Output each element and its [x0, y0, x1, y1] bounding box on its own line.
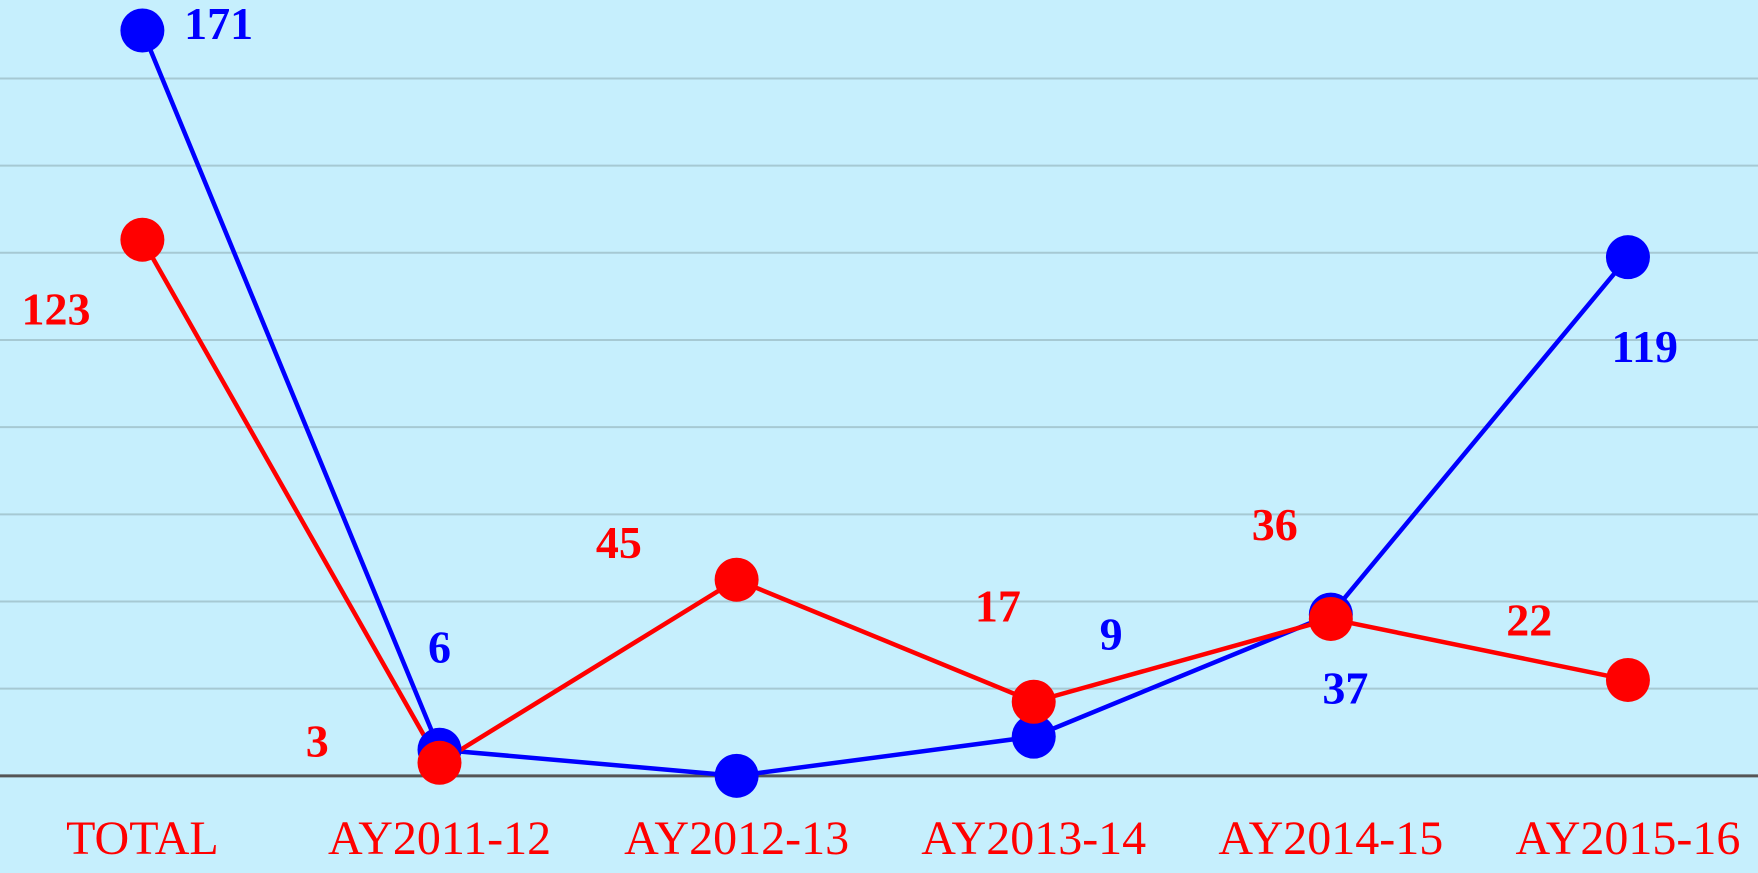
point — [1011, 714, 1056, 759]
data-label: 119 — [1612, 321, 1678, 372]
data-label: 22 — [1506, 595, 1552, 646]
data-label: 45 — [596, 517, 642, 568]
point — [120, 8, 165, 53]
point — [1308, 596, 1353, 641]
data-label: 17 — [975, 581, 1021, 632]
x-tick-label: AY2015-16 — [1515, 812, 1740, 865]
point — [120, 217, 165, 262]
data-label: 9 — [1100, 609, 1123, 660]
x-tick-label: AY2013-14 — [921, 812, 1146, 865]
point — [417, 740, 462, 785]
data-label: 37 — [1322, 663, 1368, 714]
series-line — [140, 29, 1630, 779]
point — [1011, 679, 1056, 724]
point — [714, 557, 759, 602]
data-label: 3 — [306, 716, 329, 767]
data-label: 6 — [428, 622, 451, 673]
data-label: 36 — [1252, 499, 1298, 550]
point — [714, 753, 759, 798]
x-tick-label: AY2014-15 — [1218, 812, 1443, 865]
x-tick-label: AY2012-13 — [624, 812, 849, 865]
data-label: 171 — [184, 0, 253, 49]
data-label: 123 — [22, 283, 91, 334]
series-line — [140, 238, 1629, 766]
x-tick-label: TOTAL — [66, 812, 219, 865]
point — [1605, 235, 1650, 280]
x-tick-label: AY2011-12 — [328, 812, 551, 865]
point — [1605, 657, 1650, 702]
